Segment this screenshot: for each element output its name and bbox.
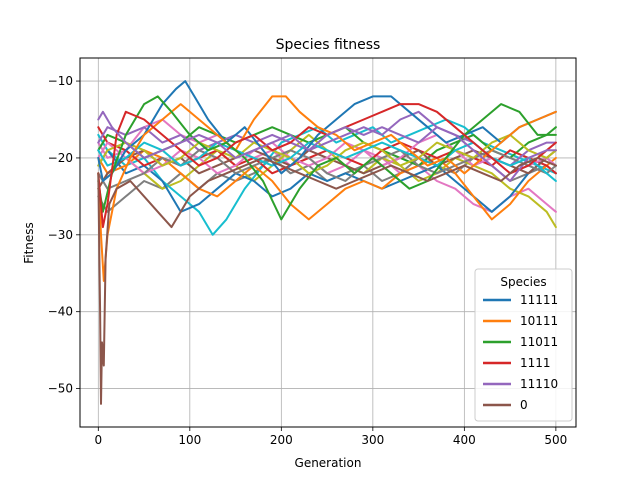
y-tick-label: −30 [48, 228, 73, 242]
x-tick-label: 400 [453, 433, 476, 447]
legend-label-11111: 11111 [520, 293, 558, 307]
series-line-11110 [97, 110, 557, 182]
series-line-10111 [97, 95, 557, 282]
legend-label-10111: 10111 [520, 314, 558, 328]
y-tick-label: −10 [48, 74, 73, 88]
series-line-1111 [97, 103, 557, 229]
legend-label-1111: 1111 [520, 356, 551, 370]
series-line-unlabeled [97, 149, 557, 213]
series-line-0 [97, 156, 557, 405]
x-tick-label: 200 [270, 433, 293, 447]
plot-frame [79, 57, 577, 428]
y-axis-label: Fitness [22, 222, 36, 264]
x-tick-label: 0 [94, 433, 102, 447]
x-tick-label: 300 [361, 433, 384, 447]
x-tick-label: 500 [544, 433, 567, 447]
legend-label-11110: 11110 [520, 377, 558, 391]
legend-label-11011: 11011 [520, 335, 558, 349]
chart-title: Species fitness [276, 37, 381, 53]
legend: Species 11111 10111 11011 1111 11110 0 [474, 268, 573, 422]
x-tick-label: 100 [178, 433, 201, 447]
series-lines [97, 80, 557, 405]
axis-ticks: 0 100 200 300 400 500 −50 −40 −30 −20 −10 [48, 74, 568, 447]
series-line-11111 [97, 80, 557, 182]
y-tick-label: −50 [48, 382, 73, 396]
series-line-unlabeled [97, 133, 557, 175]
y-tick-label: −40 [48, 305, 73, 319]
x-axis-label: Generation [295, 456, 362, 470]
y-tick-label: −20 [48, 151, 73, 165]
legend-title: Species [500, 275, 546, 289]
legend-label-0: 0 [520, 398, 528, 412]
